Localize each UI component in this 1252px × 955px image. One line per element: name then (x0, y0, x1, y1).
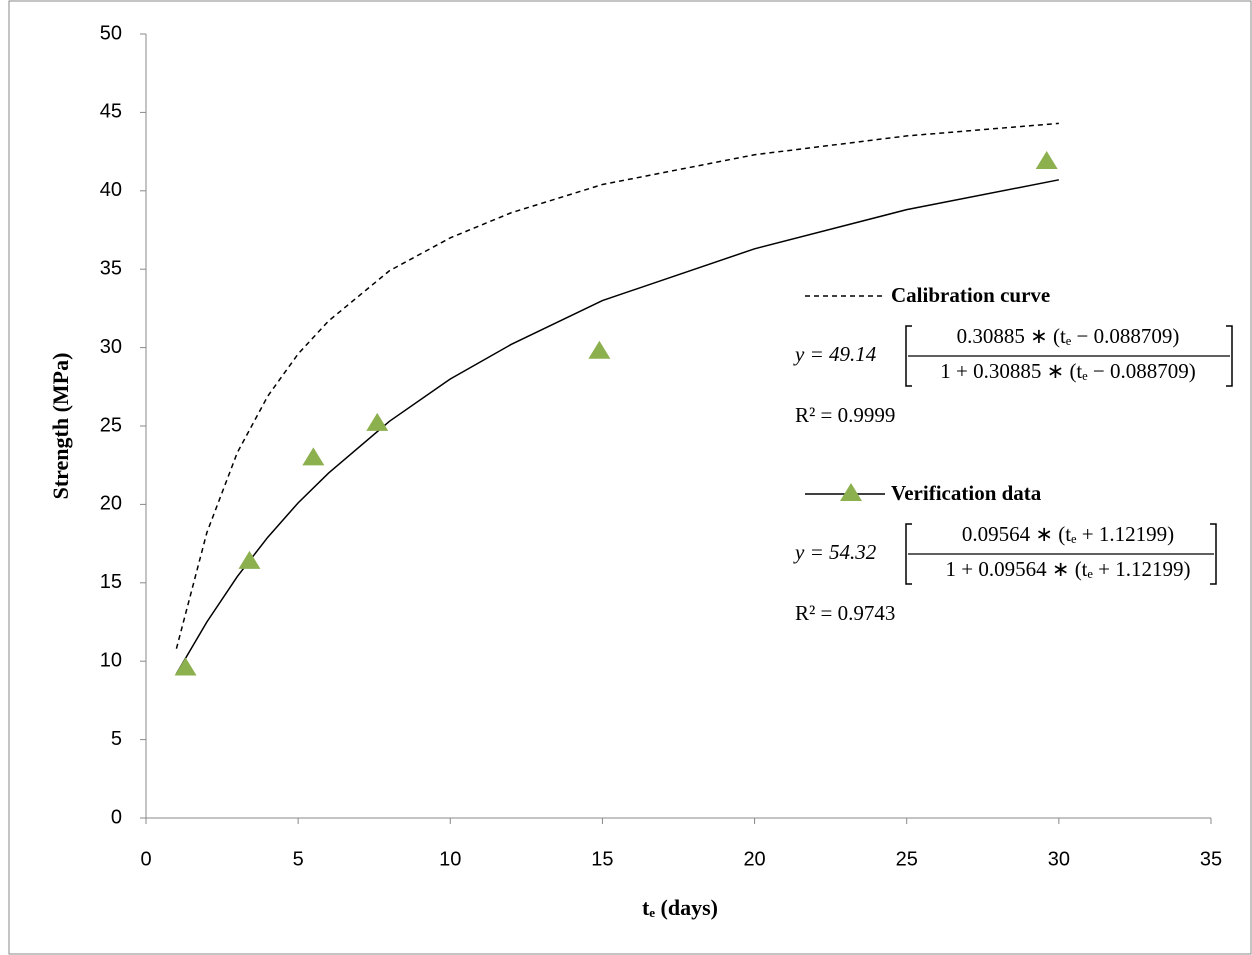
y-tick-label: 0 (111, 806, 122, 828)
data-point (1035, 151, 1058, 170)
equation-numerator: 0.09564 ∗ (tₑ + 1.12199) (962, 522, 1174, 546)
x-tick-label: 10 (439, 848, 461, 870)
equation-denominator: 1 + 0.09564 ∗ (tₑ + 1.12199) (946, 557, 1191, 581)
equation-lhs: y = 54.32 (793, 540, 877, 564)
legend-label: Calibration curve (891, 283, 1050, 307)
x-tick-label: 0 (140, 848, 151, 870)
y-tick-label: 25 (100, 414, 122, 436)
legend-marker (840, 483, 862, 501)
calibration-line (175, 122, 1059, 649)
y-tick-label: 15 (100, 571, 122, 593)
y-tick-label: 50 (100, 22, 122, 44)
x-axis-label: tₑ (days) (642, 895, 718, 920)
x-tick-label: 30 (1048, 848, 1070, 870)
bracket (905, 325, 912, 387)
r-squared: R² = 0.9743 (795, 601, 895, 625)
x-tick-label: 15 (591, 848, 613, 870)
r-squared: R² = 0.9999 (795, 403, 895, 427)
bracket (1210, 523, 1217, 585)
x-tick-label: 5 (293, 848, 304, 870)
chart-border (8, 0, 1252, 955)
equation-lhs: y = 49.14 (793, 342, 877, 366)
x-tick-label: 20 (743, 848, 765, 870)
legend-label: Verification data (891, 481, 1042, 505)
x-tick-label: 25 (896, 848, 918, 870)
bracket (1226, 325, 1233, 387)
y-tick-label: 10 (100, 649, 122, 671)
data-point (366, 412, 389, 431)
y-tick-label: 45 (100, 101, 122, 123)
equation-numerator: 0.30885 ∗ (tₑ − 0.088709) (957, 324, 1180, 348)
data-point (238, 550, 261, 569)
y-axis-label: Strength (MPa) (48, 353, 73, 500)
data-point (302, 447, 325, 466)
x-tick-label: 35 (1200, 848, 1222, 870)
y-tick-label: 20 (100, 493, 122, 515)
fit-line (175, 179, 1060, 675)
data-point (588, 340, 611, 359)
y-tick-label: 5 (111, 728, 122, 750)
y-tick-label: 35 (100, 257, 122, 279)
y-tick-label: 40 (100, 179, 122, 201)
data-point (174, 657, 197, 676)
y-tick-label: 30 (100, 336, 122, 358)
bracket (905, 523, 912, 585)
equation-denominator: 1 + 0.30885 ∗ (tₑ − 0.088709) (940, 359, 1196, 383)
